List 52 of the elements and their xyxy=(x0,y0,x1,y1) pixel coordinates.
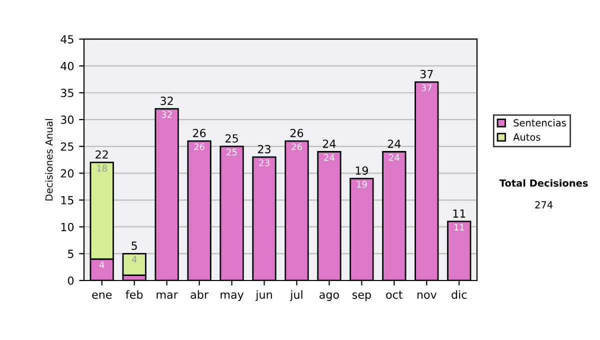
data-label: 26 xyxy=(194,143,204,150)
x-tick-label: mar xyxy=(156,292,178,299)
total-label: 26 xyxy=(290,128,304,138)
total-label: 25 xyxy=(226,134,238,143)
data-label: 23 xyxy=(259,159,270,166)
total-label: 22 xyxy=(96,150,108,159)
data-label: 32 xyxy=(162,111,172,118)
total-label: 24 xyxy=(388,140,401,148)
x-tick-label: ago xyxy=(320,292,339,301)
y-tick-label: 0 xyxy=(68,276,74,285)
text: 274 xyxy=(535,201,553,208)
y-tick-label: 5 xyxy=(68,250,74,258)
total-label: 37 xyxy=(420,70,433,78)
x-tick-label: may xyxy=(220,292,244,301)
total-label: 19 xyxy=(356,166,368,175)
data-label: 37 xyxy=(422,84,432,92)
y-tick-label: 40 xyxy=(60,62,74,70)
x-tick-label: nov xyxy=(417,292,437,299)
x-tick-label: sep xyxy=(352,292,371,301)
data-label: 18 xyxy=(97,164,107,172)
data-label: 24 xyxy=(389,154,400,161)
x-tick-label: dic xyxy=(452,290,467,299)
legend-label: Sentencias xyxy=(514,118,566,127)
data-label: 4 xyxy=(99,261,104,268)
total-label: 26 xyxy=(193,128,206,138)
data-label: 25 xyxy=(226,148,237,156)
total-label: 5 xyxy=(132,242,137,250)
x-tick-label: jun xyxy=(255,290,272,301)
total-label: 32 xyxy=(160,96,173,106)
y-tick-label: 20 xyxy=(60,169,74,178)
y-axis-title: Decisiones Anual xyxy=(45,119,53,200)
total-label: 24 xyxy=(322,140,336,148)
y-tick-label: 25 xyxy=(60,142,74,151)
data-label: 24 xyxy=(324,154,334,161)
data-label: 26 xyxy=(292,143,302,150)
y-tick-label: 35 xyxy=(60,88,74,98)
x-tick-label: abr xyxy=(190,290,209,299)
data-label: 11 xyxy=(454,224,464,230)
data-label: 4 xyxy=(132,256,137,263)
y-tick-label: 45 xyxy=(60,35,74,44)
x-tick-label: oct xyxy=(386,290,403,299)
data-label: 19 xyxy=(356,180,367,188)
total-label: 11 xyxy=(453,209,466,218)
y-tick-label: 10 xyxy=(61,222,74,232)
x-tick-label: feb xyxy=(126,290,143,299)
y-tick-label: 15 xyxy=(61,196,74,204)
text: Total Decisiones xyxy=(499,179,588,187)
x-tick-label: ene xyxy=(92,292,112,299)
total-label: 23 xyxy=(258,144,270,154)
y-tick-label: 30 xyxy=(60,116,74,124)
legend-label: Autos xyxy=(513,134,540,141)
x-tick-label: jul xyxy=(290,290,302,301)
